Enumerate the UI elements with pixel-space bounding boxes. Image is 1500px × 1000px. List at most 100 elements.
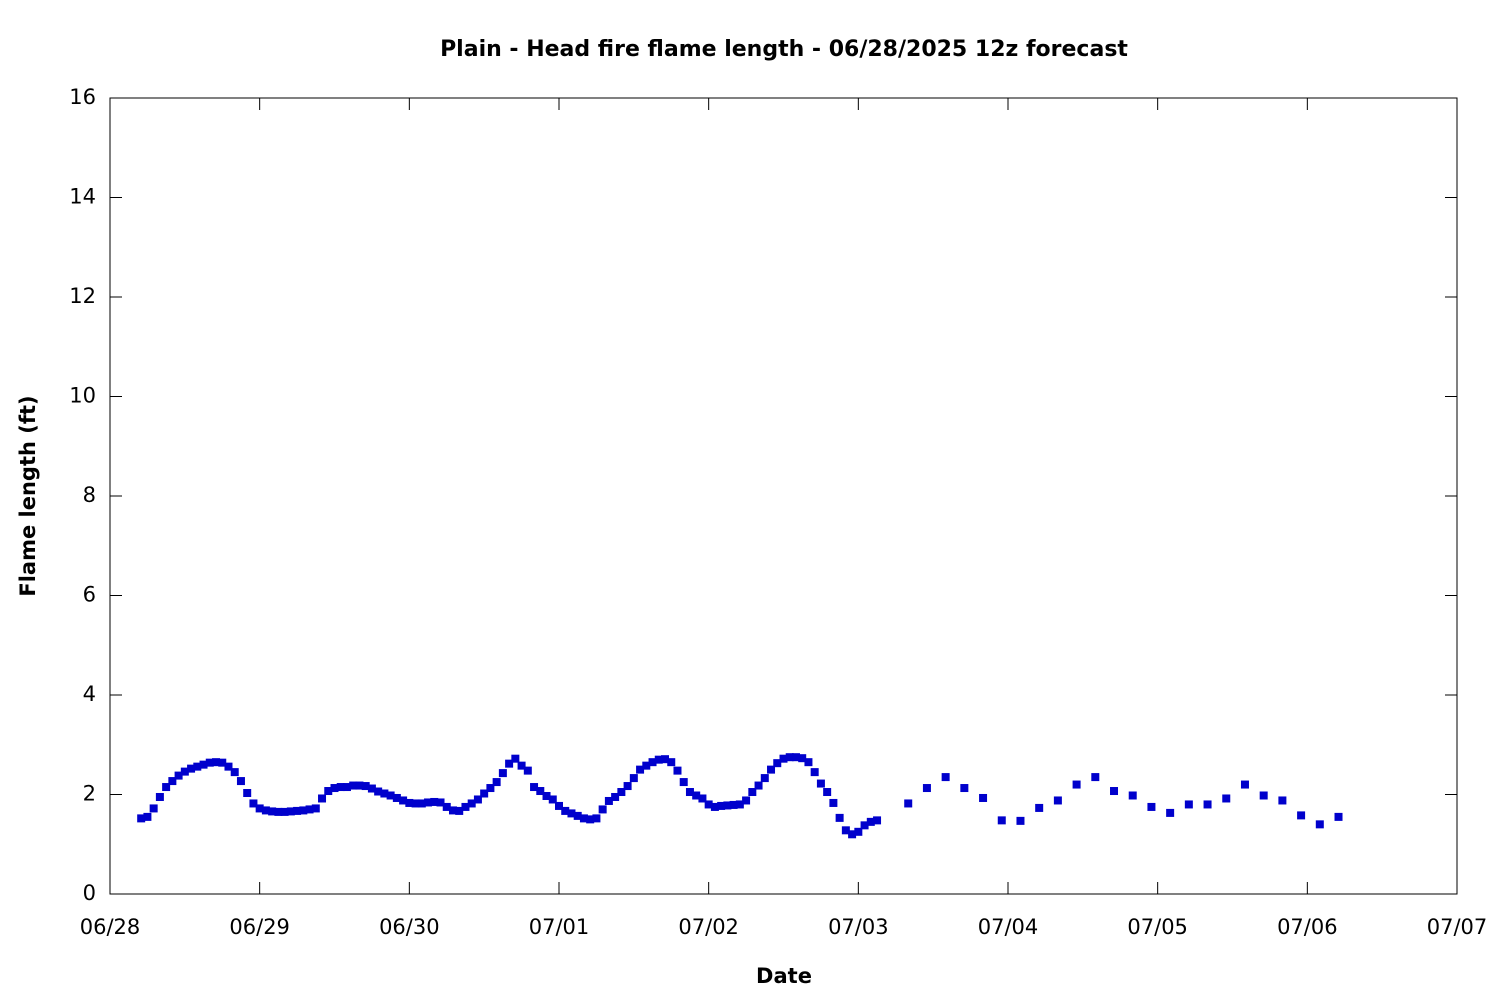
data-point bbox=[816, 779, 825, 788]
y-tick-label: 14 bbox=[69, 185, 96, 209]
data-point bbox=[742, 796, 751, 805]
data-point bbox=[455, 806, 464, 815]
data-point bbox=[536, 787, 545, 796]
data-point bbox=[1053, 796, 1062, 805]
data-point bbox=[1035, 803, 1044, 812]
data-point bbox=[205, 758, 214, 767]
data-point bbox=[1240, 780, 1249, 789]
data-point bbox=[330, 784, 339, 793]
x-tick-label: 06/29 bbox=[229, 915, 290, 939]
data-point bbox=[174, 771, 183, 780]
data-point bbox=[286, 807, 295, 816]
x-tick-label: 06/30 bbox=[379, 915, 440, 939]
data-point bbox=[791, 753, 800, 762]
data-point bbox=[848, 830, 857, 839]
data-point bbox=[1091, 773, 1100, 782]
data-point bbox=[1222, 794, 1231, 803]
data-point bbox=[137, 814, 146, 823]
data-point bbox=[299, 806, 308, 815]
data-point bbox=[355, 781, 364, 790]
data-point bbox=[835, 813, 844, 822]
x-tick-label: 07/06 bbox=[1277, 915, 1338, 939]
data-point bbox=[661, 755, 670, 764]
data-point bbox=[442, 802, 451, 811]
chart-title: Plain - Head fire flame length - 06/28/2… bbox=[440, 37, 1128, 62]
data-point bbox=[417, 799, 426, 808]
data-point bbox=[854, 827, 863, 836]
y-tick-label: 12 bbox=[69, 284, 96, 308]
data-point bbox=[542, 791, 551, 800]
y-tick-label: 4 bbox=[83, 682, 96, 706]
data-point bbox=[941, 773, 950, 782]
y-tick-label: 0 bbox=[83, 881, 96, 905]
data-point bbox=[386, 791, 395, 800]
data-point bbox=[773, 759, 782, 768]
data-point bbox=[193, 762, 202, 771]
data-point bbox=[218, 758, 227, 767]
y-tick-label: 16 bbox=[69, 85, 96, 109]
data-point bbox=[729, 800, 738, 809]
data-point bbox=[374, 787, 383, 796]
data-point bbox=[704, 800, 713, 809]
data-point bbox=[673, 766, 682, 775]
data-point bbox=[779, 754, 788, 763]
data-point bbox=[392, 793, 401, 802]
y-tick-label: 6 bbox=[83, 583, 96, 607]
data-point bbox=[873, 816, 882, 825]
data-point bbox=[305, 805, 314, 814]
data-point bbox=[710, 802, 719, 811]
data-point bbox=[523, 766, 532, 775]
data-point bbox=[561, 806, 570, 815]
data-point bbox=[685, 788, 694, 797]
data-point bbox=[180, 767, 189, 776]
data-point bbox=[598, 805, 607, 814]
data-point bbox=[567, 809, 576, 818]
data-point bbox=[212, 758, 221, 767]
data-point bbox=[342, 783, 351, 792]
data-point bbox=[717, 801, 726, 810]
x-tick-label: 07/01 bbox=[529, 915, 590, 939]
data-point bbox=[143, 812, 152, 821]
data-point bbox=[679, 778, 688, 787]
data-point bbox=[467, 799, 476, 808]
data-point bbox=[268, 807, 277, 816]
data-point bbox=[866, 817, 875, 826]
data-point bbox=[1016, 816, 1025, 825]
data-point bbox=[1259, 791, 1268, 800]
data-point bbox=[611, 792, 620, 801]
data-point bbox=[642, 761, 651, 770]
data-point bbox=[380, 789, 389, 798]
data-point bbox=[293, 806, 302, 815]
x-tick-label: 07/05 bbox=[1127, 915, 1188, 939]
x-tick-label: 06/28 bbox=[80, 915, 141, 939]
data-point bbox=[654, 755, 663, 764]
data-point bbox=[430, 797, 439, 806]
data-point bbox=[243, 789, 252, 798]
data-point bbox=[592, 814, 601, 823]
data-point bbox=[336, 783, 345, 792]
data-point bbox=[324, 787, 333, 796]
data-point bbox=[767, 765, 776, 774]
data-point bbox=[367, 784, 376, 793]
data-point bbox=[461, 802, 470, 811]
data-point bbox=[311, 804, 320, 813]
data-point bbox=[255, 804, 264, 813]
x-tick-label: 07/02 bbox=[678, 915, 739, 939]
data-point bbox=[785, 753, 794, 762]
data-point bbox=[498, 769, 507, 778]
data-point bbox=[735, 800, 744, 809]
data-point bbox=[960, 784, 969, 793]
data-point bbox=[573, 811, 582, 820]
data-point bbox=[1166, 808, 1175, 817]
data-point bbox=[155, 792, 164, 801]
data-point bbox=[199, 760, 208, 769]
data-point bbox=[754, 781, 763, 790]
data-point bbox=[492, 778, 501, 787]
data-point bbox=[517, 761, 526, 770]
data-point bbox=[318, 794, 327, 803]
data-point bbox=[623, 782, 632, 791]
data-point bbox=[667, 758, 676, 767]
y-tick-label: 8 bbox=[83, 483, 96, 507]
data-point bbox=[760, 774, 769, 783]
